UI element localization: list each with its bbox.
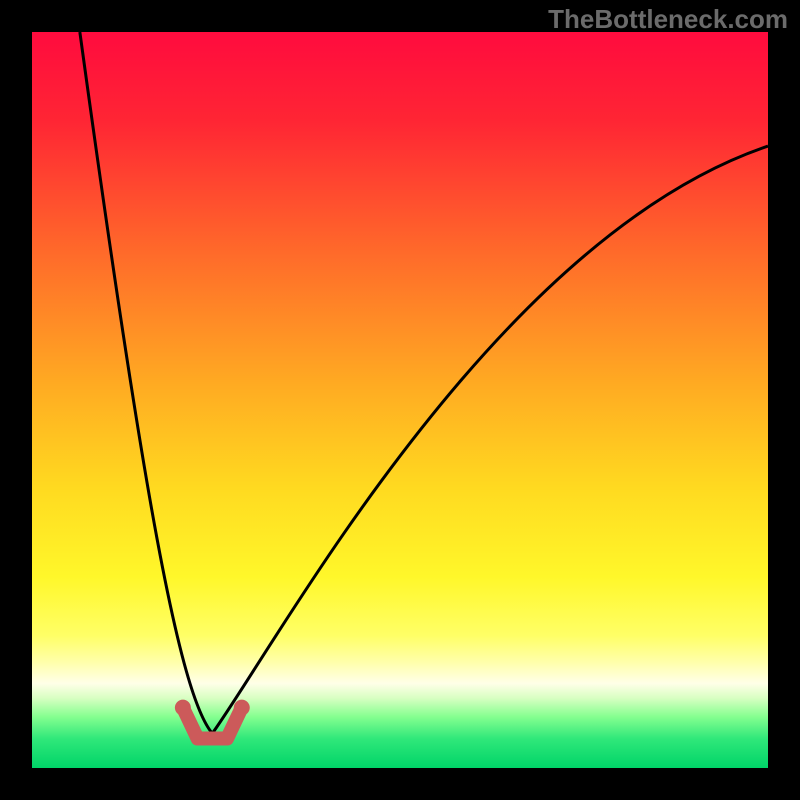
marker-endpoint (175, 700, 191, 716)
marker-endpoint (234, 700, 250, 716)
bottleneck-curve-chart (0, 0, 800, 800)
plot-background (32, 32, 768, 768)
watermark-text: TheBottleneck.com (548, 4, 788, 35)
